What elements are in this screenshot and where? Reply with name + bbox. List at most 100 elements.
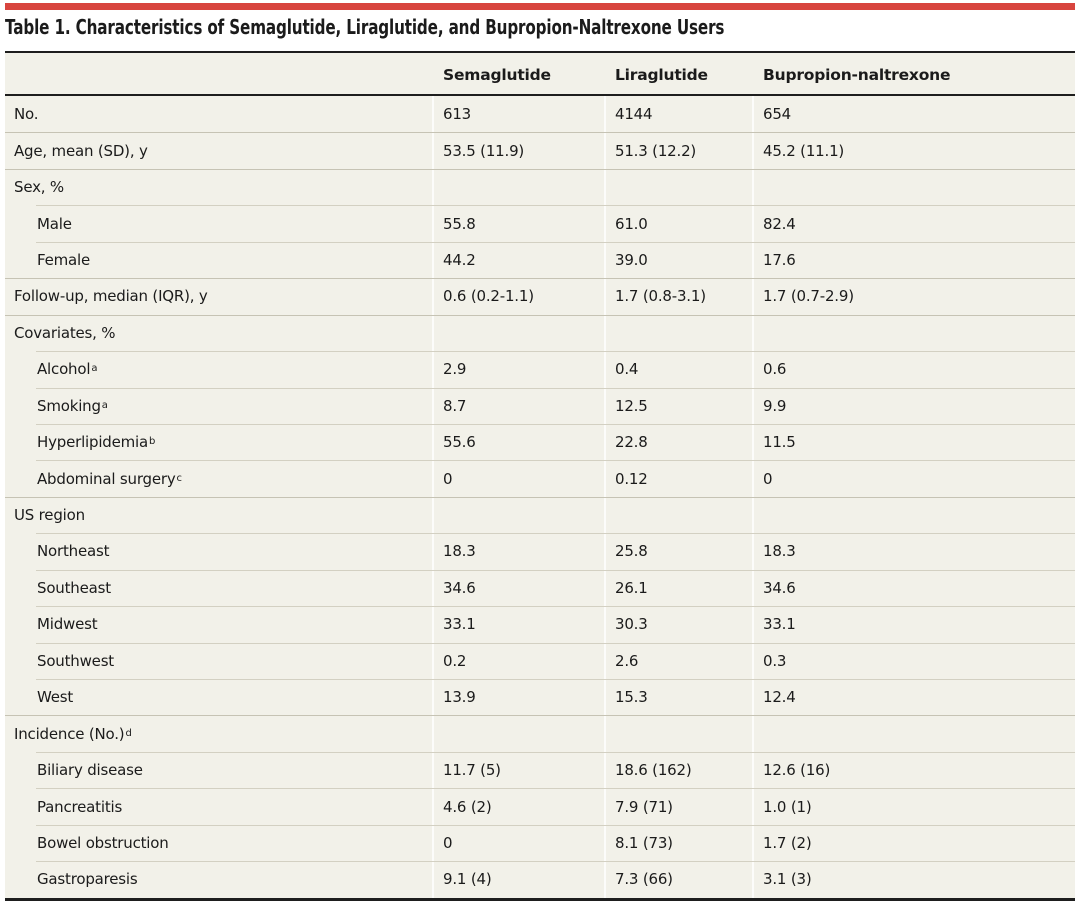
table-row: Follow-up, median (IQR), y 0.6 (0.2-1.1) 1…: [5, 278, 1075, 314]
row-separator: [36, 861, 1075, 863]
table-row: Abdominal surgery c 0 0.12 0: [5, 460, 1075, 496]
cell-value: 18.3: [763, 542, 796, 561]
cell-value: 0.6 (0.2-1.1): [443, 287, 534, 306]
column-header-bupropion-naltrexone: Bupropion-naltrexone: [763, 66, 951, 84]
cell-value: 39.0: [615, 250, 648, 269]
table-row: Bowel obstruction 0 8.1 (73) 1.7 (2): [5, 824, 1075, 861]
table-row: Northeast 18.3 25.8 18.3: [5, 533, 1075, 569]
row-label: Midwest: [37, 615, 98, 634]
row-label: Sex, %: [14, 178, 64, 197]
cell-value: 12.6 (16): [763, 761, 831, 780]
row-separator: [36, 751, 1075, 753]
row-separator: [36, 351, 1075, 353]
row-separator: [5, 496, 1075, 498]
cell-value: 8.1 (73): [615, 833, 673, 852]
cell-value: 0.4: [615, 360, 639, 379]
table-header-row: Semaglutide Liraglutide Bupropion-naltre…: [5, 53, 1075, 96]
table-row: Midwest 33.1 30.3 33.1: [5, 606, 1075, 642]
row-label: Smoking a: [37, 396, 108, 415]
cell-value: 51.3 (12.2): [615, 141, 697, 160]
table-row: West 13.9 15.3 12.4: [5, 679, 1075, 715]
table-row: Hyperlipidemia b 55.6 22.8 11.5: [5, 423, 1075, 460]
cell-value: 82.4: [763, 214, 796, 233]
column-header-semaglutide: Semaglutide: [443, 66, 551, 84]
row-separator: [5, 715, 1075, 717]
cell-value: 9.1 (4): [443, 870, 492, 889]
row-label: Female: [37, 250, 91, 269]
cell-value: 1.7 (0.8-3.1): [615, 287, 706, 306]
row-label: Bowel obstruction: [37, 833, 169, 852]
row-separator: [36, 569, 1075, 571]
row-separator: [36, 241, 1075, 243]
row-separator: [36, 642, 1075, 644]
cell-value: 2.6: [615, 651, 639, 670]
table-row: No. 613 4144 654: [5, 96, 1075, 132]
cell-value: 13.9: [443, 688, 476, 707]
row-separator: [5, 132, 1075, 134]
cell-value: 613: [443, 105, 472, 124]
cell-value: 2.9: [443, 360, 467, 379]
cell-value: 0: [443, 469, 453, 488]
cell-value: 1.7 (0.7-2.9): [763, 287, 854, 306]
row-separator: [5, 168, 1075, 170]
row-separator: [36, 387, 1075, 389]
cell-value: 22.8: [615, 433, 648, 452]
table-row: Age, mean (SD), y 53.5 (11.9) 51.3 (12.2) 4…: [5, 132, 1075, 168]
row-separator: [36, 460, 1075, 462]
cell-value: 25.8: [615, 542, 648, 561]
row-separator: [5, 314, 1075, 316]
row-label: Age, mean (SD), y: [14, 141, 148, 160]
row-label: Abdominal surgery c: [37, 469, 182, 488]
cell-value: 9.9: [763, 396, 787, 415]
row-label: Follow-up, median (IQR), y: [14, 287, 208, 306]
cell-value: 0.12: [615, 469, 648, 488]
table-row: Biliary disease 11.7 (5) 18.6 (162) 12.6 (1…: [5, 751, 1075, 788]
table-row: Covariates, %: [5, 314, 1075, 351]
row-label: Hyperlipidemia b: [37, 433, 156, 452]
table-row: Alcohol a 2.9 0.4 0.6: [5, 351, 1075, 387]
row-separator: [36, 679, 1075, 680]
table-row: Pancreatitis 4.6 (2) 7.9 (71) 1.0 (1): [5, 788, 1075, 824]
cell-value: 4144: [615, 105, 653, 124]
table-title: Table 1. Characteristics of Semaglutide,…: [5, 15, 725, 39]
row-label: Southeast: [37, 578, 111, 597]
row-label: Southwest: [37, 651, 114, 670]
row-label: US region: [14, 506, 85, 525]
cell-value: 8.7: [443, 396, 467, 415]
cell-value: 654: [763, 105, 792, 124]
table-body: No. 613 4144 654 Age, mean (SD), y 53.5 (11.9…: [5, 96, 1075, 898]
cell-value: 11.7 (5): [443, 761, 501, 780]
table-row: Male 55.8 61.0 82.4: [5, 205, 1075, 241]
row-label: Male: [37, 214, 72, 233]
row-label: No.: [14, 105, 39, 124]
cell-value: 44.2: [443, 250, 476, 269]
cell-value: 34.6: [443, 578, 476, 597]
cell-value: 33.1: [763, 615, 796, 634]
table-row: Southwest 0.2 2.6 0.3: [5, 642, 1075, 679]
cell-value: 55.8: [443, 214, 476, 233]
row-label: West: [37, 688, 74, 707]
cell-value: 7.3 (66): [615, 870, 673, 889]
cell-value: 1.7 (2): [763, 833, 812, 852]
table-row: Smoking a 8.7 12.5 9.9: [5, 387, 1075, 424]
cell-value: 0.3: [763, 651, 787, 670]
cell-value: 3.1 (3): [763, 870, 812, 889]
row-separator: [36, 205, 1075, 207]
cell-value: 55.6: [443, 433, 476, 452]
row-label: Incidence (No.) d: [14, 724, 132, 743]
table-row: Sex, %: [5, 168, 1075, 205]
table-row: Female 44.2 39.0 17.6: [5, 241, 1075, 278]
row-separator: [5, 278, 1075, 280]
cell-value: 30.3: [615, 615, 648, 634]
table-row: US region: [5, 496, 1075, 533]
cell-value: 1.0 (1): [763, 797, 812, 816]
cell-value: 0: [443, 833, 453, 852]
accent-bar: [5, 3, 1075, 10]
cell-value: 18.6 (162): [615, 761, 692, 780]
table-row: Incidence (No.) d: [5, 715, 1075, 751]
row-label: Biliary disease: [37, 761, 143, 780]
table-row: Southeast 34.6 26.1 34.6: [5, 569, 1075, 606]
cell-value: 11.5: [763, 433, 796, 452]
cell-value: 33.1: [443, 615, 476, 634]
